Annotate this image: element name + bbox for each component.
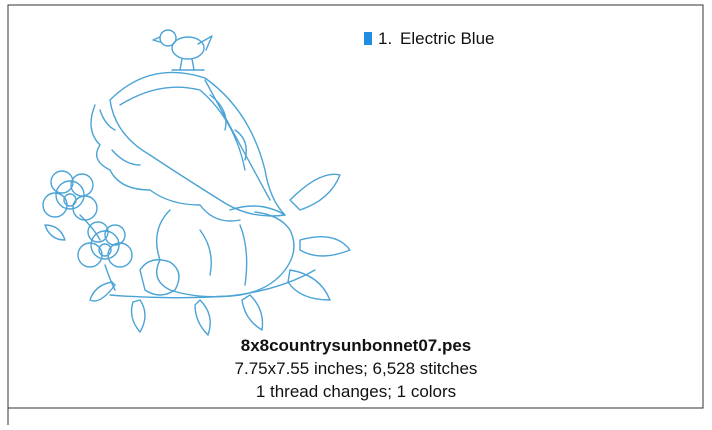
thread-list: 1. Electric Blue <box>364 29 494 48</box>
panel-border <box>7 4 704 425</box>
design-filename: 8x8countrysunbonnet07.pes <box>241 336 472 355</box>
design-changes: 1 thread changes; 1 colors <box>256 382 456 401</box>
design-size: 7.75x7.55 inches; 6,528 stitches <box>235 359 478 378</box>
thread-swatch <box>364 32 372 45</box>
design-image <box>42 29 351 336</box>
thread-name: Electric Blue <box>400 29 494 48</box>
thread-number: 1. <box>378 29 392 48</box>
